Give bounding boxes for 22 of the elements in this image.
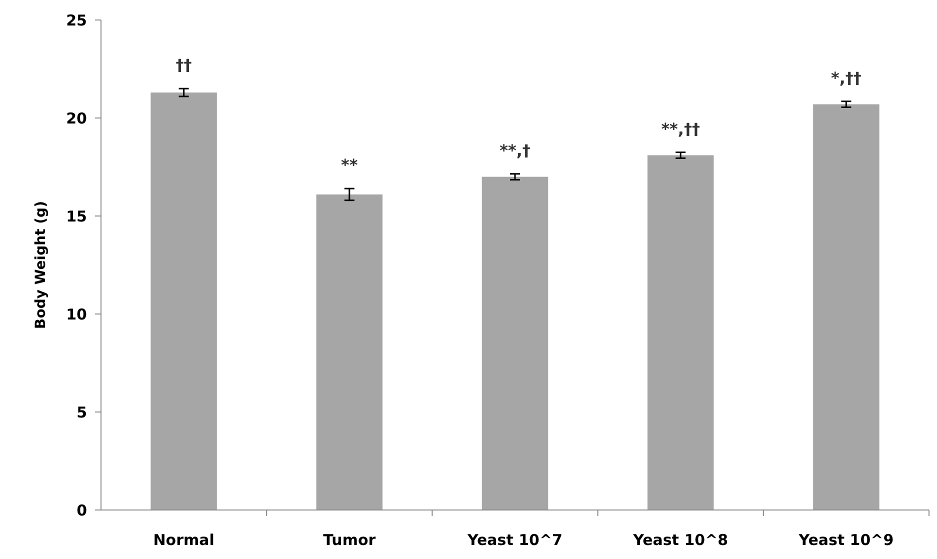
annotation: **,††: [661, 119, 700, 138]
bar: [150, 92, 217, 510]
annotation: ††: [176, 56, 192, 75]
annotation: *,††: [830, 68, 862, 88]
y-tick-label: 20: [66, 109, 87, 128]
bar: [813, 104, 880, 510]
y-tick-label: 10: [66, 305, 87, 324]
y-tick-label: 25: [66, 11, 87, 30]
x-tick-label: Yeast 10^7: [466, 531, 562, 549]
bar: [482, 176, 548, 510]
x-tick-label: Normal: [153, 531, 214, 549]
y-tick-label: 5: [76, 403, 87, 422]
x-tick-label: Yeast 10^8: [632, 531, 728, 549]
annotation: **: [341, 156, 358, 175]
bar: [316, 194, 383, 510]
y-axis-title: Body Weight (g): [33, 201, 49, 329]
y-tick-label: 15: [66, 207, 87, 226]
x-tick-label: Tumor: [323, 531, 376, 549]
y-tick-label: 0: [76, 501, 87, 520]
bar: [647, 155, 714, 510]
x-tick-label: Yeast 10^9: [798, 531, 894, 549]
annotation: **,†: [500, 140, 530, 160]
